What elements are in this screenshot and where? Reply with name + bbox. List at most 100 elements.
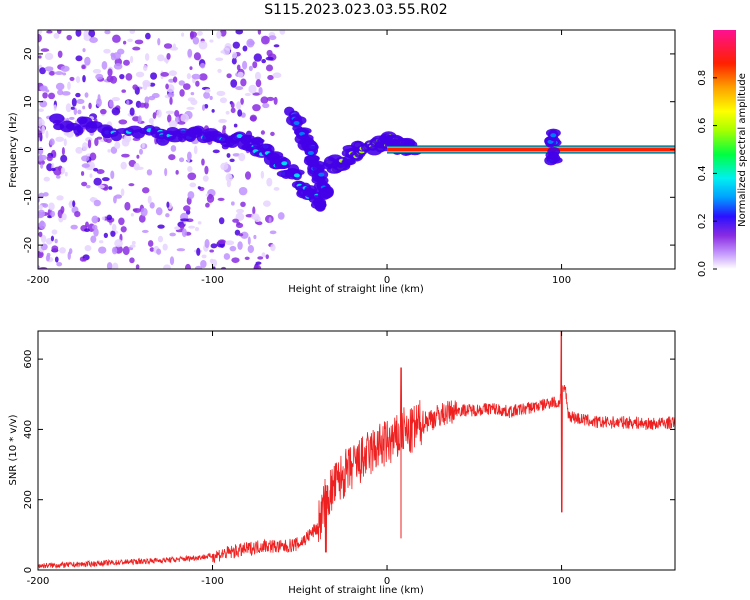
heatmap-noise-blob	[144, 96, 150, 104]
heatmap-noise-blob	[139, 148, 143, 155]
heatmap-noise-blob	[248, 40, 255, 46]
heatmap-noise-blob	[81, 64, 86, 70]
heatmap-noise-blob	[56, 261, 63, 267]
x-tick-label: -100	[201, 275, 224, 286]
heatmap-noise-blob	[101, 177, 110, 182]
heatmap-noise-blob	[132, 84, 138, 90]
heatmap-noise-blob	[43, 176, 51, 182]
heatmap-noise-blob	[260, 96, 269, 104]
heatmap-noise-blob	[152, 112, 157, 119]
heatmap-noise-blob	[235, 212, 245, 222]
descending-track-core	[293, 173, 300, 178]
heatmap-noise-blob	[260, 170, 265, 179]
heatmap-noise-blob	[84, 92, 89, 98]
y-tick-label: 600	[23, 350, 34, 369]
heatmap-noise-blob	[54, 238, 58, 244]
heatmap-noise-blob	[187, 172, 197, 181]
heatmap-noise-blob	[200, 62, 206, 69]
heatmap-noise-blob	[191, 73, 201, 80]
heatmap-noise-blob	[56, 30, 62, 35]
heatmap-noise-blob	[66, 34, 72, 41]
heatmap-noise-blob	[238, 233, 244, 237]
heatmap-noise-blob	[61, 213, 67, 221]
heatmap-noise-blob	[68, 248, 73, 255]
heatmap-noise-blob	[201, 104, 206, 111]
heatmap-noise-blob	[39, 220, 45, 226]
x-tick-label: 0	[384, 275, 390, 286]
heatmap-noise-blob	[240, 97, 244, 105]
heatmap-noise-blob	[192, 36, 200, 45]
snr-line	[38, 331, 675, 570]
heatmap-noise-blob	[38, 209, 46, 218]
heatmap-noise-blob	[188, 225, 196, 229]
heatmap-noise-blob	[252, 61, 258, 69]
heatmap-noise-blob	[55, 136, 65, 142]
heatmap-noise-blob	[38, 146, 44, 155]
heatmap-noise-blob	[256, 221, 263, 226]
heatmap-noise-blob	[212, 266, 216, 269]
heatmap-noise-blob	[147, 195, 152, 204]
heatmap-noise-blob	[266, 177, 273, 187]
heatmap-noise-blob	[109, 99, 114, 108]
heatmap-noise-blob	[157, 37, 161, 46]
descending-track-blob	[110, 131, 123, 142]
heatmap-noise-blob	[267, 75, 274, 81]
heatmap-noise-blob	[60, 206, 65, 214]
heatmap-noise-blob	[168, 70, 178, 77]
heatmap-noise-blob	[244, 256, 250, 261]
heatmap-noise-blob	[273, 44, 280, 48]
heatmap-noise-blob	[186, 106, 195, 110]
heatmap-noise-blob	[268, 35, 277, 41]
heatmap-noise-blob	[169, 232, 176, 237]
heatmap-noise-blob	[111, 246, 118, 255]
y-tick-label: -10	[23, 189, 34, 205]
heatmap-noise-blob	[53, 166, 62, 176]
heatmap-noise-blob	[61, 146, 65, 156]
heatmap-noise-blob	[110, 230, 116, 237]
snr-marks	[38, 331, 675, 570]
heatmap-noise-blob	[273, 187, 280, 191]
heatmap-noise-blob	[40, 48, 50, 52]
heatmap-noise-blob	[57, 50, 63, 58]
heatmap-noise-blob	[212, 149, 220, 154]
heatmap-noise-blob	[183, 83, 191, 90]
heatmap-noise-blob	[232, 51, 238, 59]
heatmap-noise-blob	[50, 235, 55, 242]
heatmap-noise-blob	[226, 180, 232, 188]
heatmap-noise-blob	[93, 177, 102, 186]
heatmap-noise-blob	[128, 183, 135, 187]
heatmap-noise-blob	[38, 45, 41, 53]
heatmap-noise-blob	[209, 249, 214, 253]
heatmap-noise-blob	[242, 60, 248, 70]
heatmap-noise-blob	[201, 254, 207, 259]
heatmap-noise-blob	[170, 145, 177, 152]
x-tick-label: -100	[201, 576, 224, 587]
heatmap-noise-blob	[197, 221, 202, 225]
steep-branch-blob	[318, 186, 334, 199]
heatmap-noise-blob	[98, 240, 104, 244]
heatmap-noise-blob	[103, 48, 111, 54]
heatmap-noise-blob	[51, 245, 59, 252]
heatmap-noise-blob	[136, 154, 140, 159]
heatmap-noise-blob	[226, 73, 232, 79]
heatmap-noise-blob	[167, 114, 172, 123]
y-tick-label: -20	[23, 237, 34, 253]
heatmap-marks	[38, 30, 675, 269]
heatmap-noise-blob	[132, 46, 141, 51]
heatmap-noise-blob	[220, 266, 227, 269]
heatmap-noise-blob	[217, 239, 226, 245]
heatmap-noise-blob	[180, 218, 189, 222]
heatmap-noise-blob	[123, 59, 130, 66]
heatmap-noise-blob	[261, 252, 266, 258]
heatmap-noise-blob	[219, 119, 226, 123]
heatmap-noise-blob	[111, 223, 117, 232]
heatmap-noise-blob	[227, 174, 232, 178]
heatmap-noise-blob	[247, 236, 251, 245]
heatmap-noise-blob	[129, 55, 134, 64]
heatmap-noise-blob	[54, 71, 64, 76]
heatmap-noise-blob	[179, 89, 185, 97]
x-tick-label: 100	[552, 275, 571, 286]
descending-track-blob	[49, 113, 65, 124]
heatmap-noise-blob	[82, 105, 86, 110]
heatmap-noise-blob	[232, 41, 240, 49]
